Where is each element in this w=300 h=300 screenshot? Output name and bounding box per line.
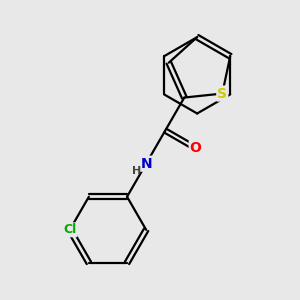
Text: N: N (140, 157, 152, 171)
Text: H: H (132, 166, 141, 176)
Text: S: S (217, 87, 227, 100)
Text: Cl: Cl (63, 223, 76, 236)
Text: O: O (190, 141, 202, 155)
